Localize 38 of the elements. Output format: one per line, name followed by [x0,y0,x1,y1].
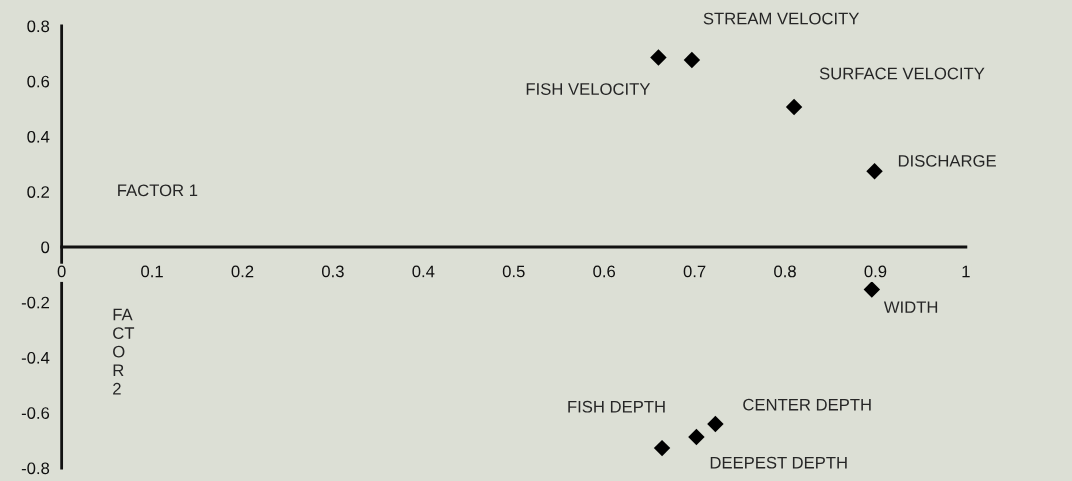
y-tick-label: -0.8 [21,462,50,475]
x-tick-label: 0.5 [502,265,525,278]
annotation: DEEPEST DEPTH [710,456,847,469]
y-tick-label: 0.8 [27,20,50,33]
y-tick-label: -0.4 [21,351,50,364]
point [866,163,883,180]
x-tick-label: 0.1 [141,265,163,278]
annotation: WIDTH [883,301,938,313]
point [688,428,705,446]
y-tick-label: 0.4 [27,130,50,143]
y-tick-label: 0 [41,241,50,254]
point [650,49,667,66]
annotation: STREAM VELOCITY [703,12,860,25]
y-tick-label: 0.2 [27,186,49,198]
x-tick-label: 0.9 [864,265,887,278]
x-tick-label: 0.3 [321,265,344,278]
annotation: FISH VELOCITY [526,83,651,95]
x-tick-label: 0 [57,265,66,278]
y-axis-title: FA CT O R 2 [113,308,135,395]
x-tick-label: 0.2 [231,265,254,278]
point [653,439,671,457]
x-axis-title: FACTOR 1 [118,184,198,197]
y-tick-label: -0.2 [21,296,49,309]
x-tick-label: 0.6 [593,265,616,278]
annotation: SURFACE VELOCITY [819,67,985,80]
point [863,281,881,298]
x-tick-label: 0.7 [683,265,706,278]
annotation: DISCHARGE [898,154,996,167]
point [785,98,803,116]
x-tick-label: 0.4 [412,265,435,278]
x-tick-label: 0.8 [774,265,796,278]
x-tick-label: 1 [962,265,970,278]
point [707,415,724,433]
point [683,51,701,69]
y-tick-label: -0.6 [21,407,50,419]
annotation: FISH DEPTH [568,400,665,413]
y-tick-label: 0.6 [27,75,50,88]
annotation: CENTER DEPTH [743,398,871,411]
